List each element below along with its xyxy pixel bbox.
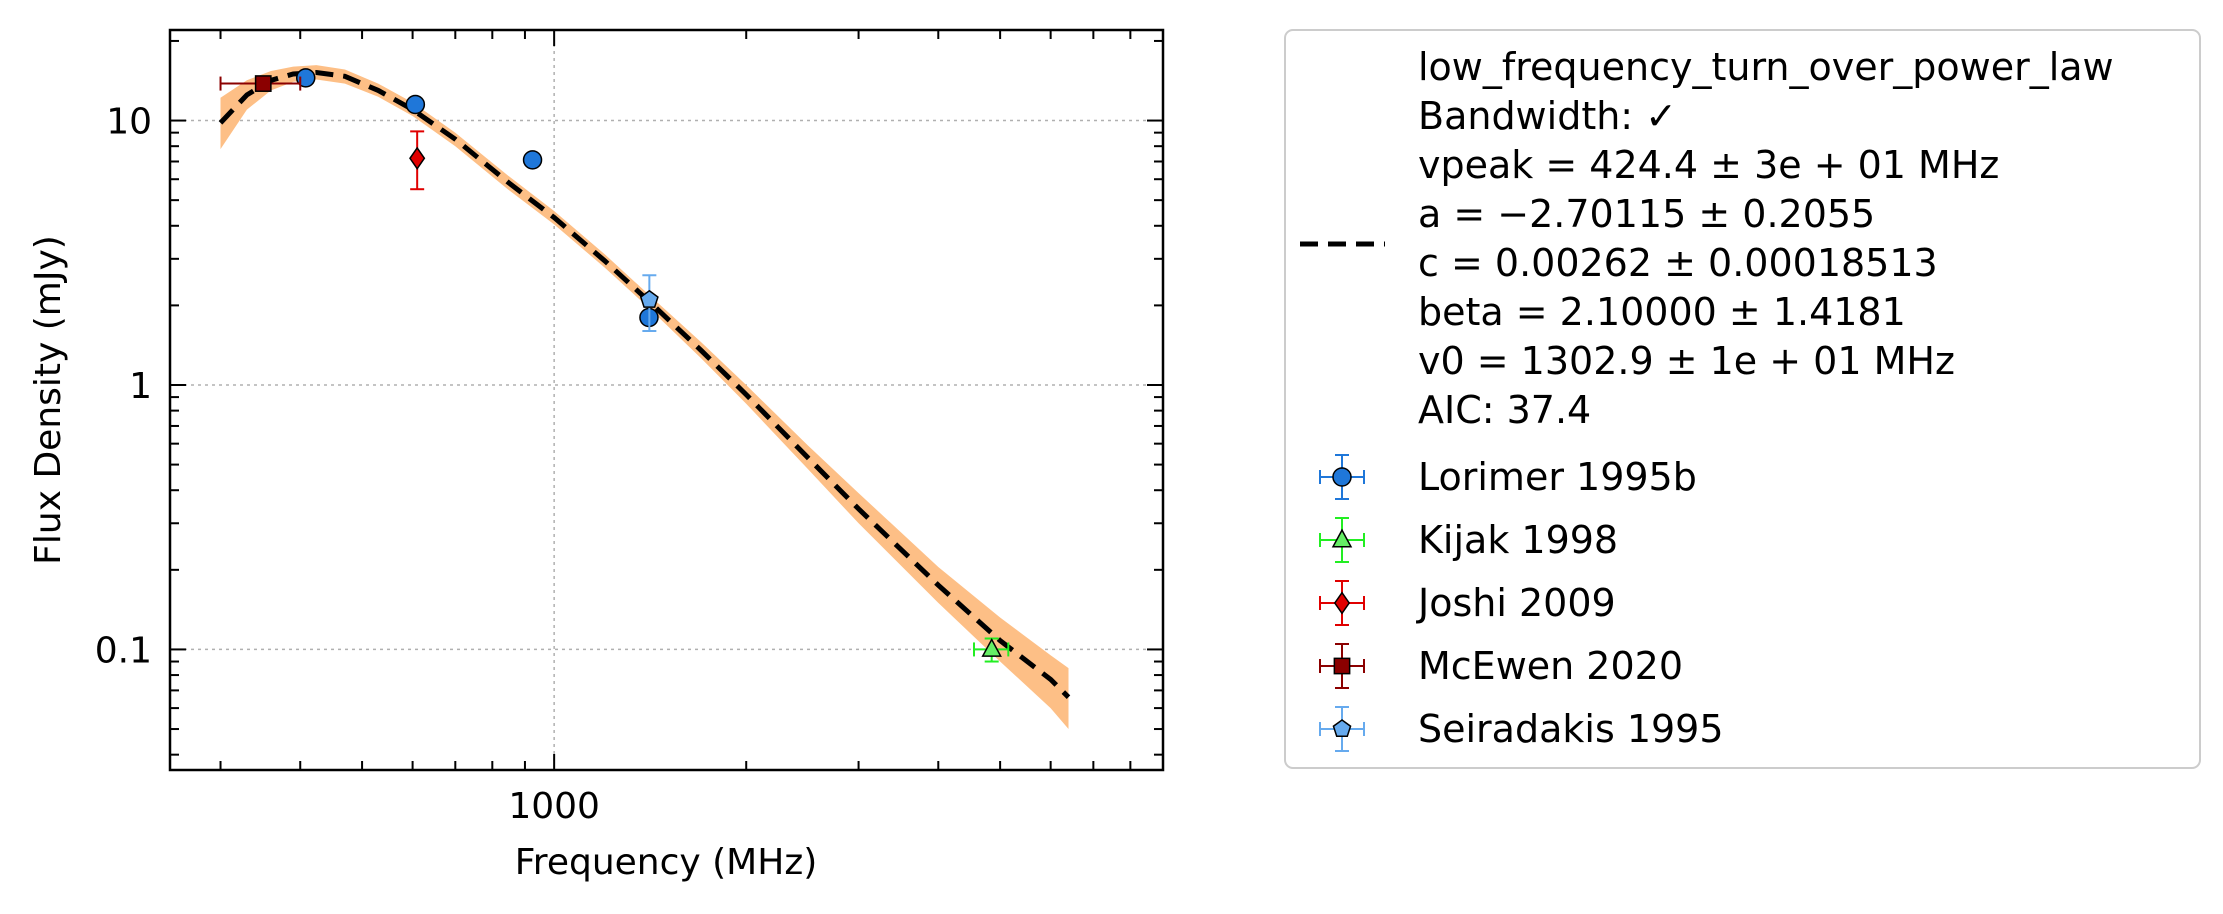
x-tick-label: 1000	[508, 786, 600, 827]
legend-marker	[1331, 528, 1353, 548]
legend-fit-line: a = −2.70115 ± 0.2055	[1418, 192, 1875, 236]
data-point	[522, 150, 543, 170]
legend-entry: Joshi 2009	[1319, 580, 1616, 626]
legend-box	[1284, 29, 2201, 769]
tick-labels: 1000 0.1 1 10	[95, 102, 600, 827]
legend-label: Seiradakis 1995	[1418, 707, 1724, 751]
legend-fit-line: vpeak = 424.4 ± 3e + 01 MHz	[1418, 143, 1999, 187]
fit-band-layer	[220, 65, 1069, 730]
data-points-layer	[219, 68, 1010, 663]
legend-marker	[1332, 719, 1352, 738]
x-axis-title: Frequency (MHz)	[515, 842, 818, 883]
legend-label: Joshi 2009	[1416, 581, 1616, 625]
legend-fit-line: AIC: 37.4	[1418, 388, 1591, 432]
data-point	[981, 637, 1002, 657]
data-point	[409, 146, 426, 170]
series-lorimer-1995b	[295, 68, 659, 328]
series-seiradakis-1995	[639, 274, 659, 333]
series-mcewen-2020	[219, 75, 302, 92]
y-tick-label: 10	[106, 102, 152, 143]
legend-label: McEwen 2020	[1418, 644, 1683, 688]
legend-entry: McEwen 2020	[1319, 643, 1683, 689]
legend-fit-line: beta = 2.10000 ± 1.4181	[1418, 290, 1906, 334]
series-kijak-1998	[972, 637, 1010, 663]
legend-series-entries: Lorimer 1995b Kijak 1998 Joshi 2009 McEwen …	[1319, 454, 1724, 752]
legend-entry: Lorimer 1995b	[1319, 454, 1697, 500]
data-point	[405, 94, 426, 115]
axis-ticks	[170, 30, 1164, 770]
series-joshi-2009	[409, 130, 426, 191]
legend-marker	[1332, 467, 1352, 487]
legend-marker	[1333, 657, 1351, 675]
legend-fit-line: c = 0.00262 ± 0.00018513	[1418, 241, 1938, 285]
legend-fit-line: low_frequency_turn_over_power_law	[1418, 45, 2114, 89]
legend: low_frequency_turn_over_power_law Bandwid…	[1284, 29, 2201, 769]
data-point	[639, 289, 659, 308]
legend-label: Lorimer 1995b	[1418, 455, 1697, 499]
legend-label: Kijak 1998	[1418, 518, 1618, 562]
legend-fit-line: Bandwidth: ✓	[1418, 94, 1677, 138]
y-tick-label: 0.1	[95, 630, 152, 671]
data-point	[254, 75, 272, 92]
legend-fit-line: v0 = 1302.9 ± 1e + 01 MHz	[1418, 339, 1955, 383]
fit-uncertainty-band	[220, 65, 1069, 730]
y-axis-title: Flux Density (mJy)	[28, 235, 69, 565]
legend-entry: Seiradakis 1995	[1319, 706, 1724, 752]
legend-fit-label: low_frequency_turn_over_power_law Bandwid…	[1418, 45, 2114, 432]
y-tick-label: 1	[129, 366, 152, 407]
legend-entry: Kijak 1998	[1319, 517, 1618, 563]
legend-marker	[1333, 591, 1351, 615]
plot-area-frame	[168, 28, 1165, 772]
